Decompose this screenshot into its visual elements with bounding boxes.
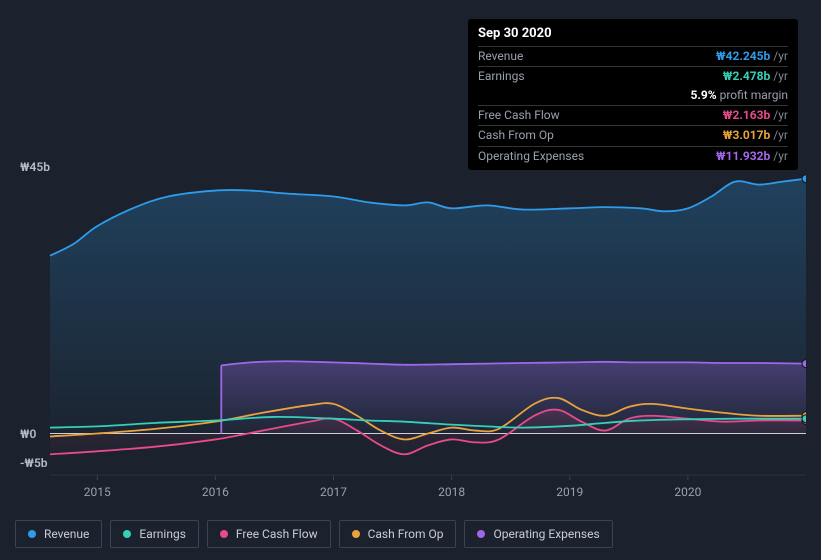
chart-canvas [15,155,806,495]
chart-legend: Revenue Earnings Free Cash Flow Cash From O… [15,520,613,548]
x-axis-label: 2019 [556,485,583,499]
tooltip-row-value: ₩42.245b/yr [716,48,788,65]
legend-label: Cash From Op [368,527,444,541]
x-axis-label: 2015 [84,485,111,499]
x-axis-label: 2016 [202,485,229,499]
tooltip-row-value: ₩3.017b/yr [723,127,788,144]
chart-tooltip: Sep 30 2020 Revenue ₩42.245b/yr Earnings ₩2.… [468,19,798,170]
legend-label: Earnings [139,527,186,541]
tooltip-subline: 5.9% profit margin [478,87,788,105]
legend-label: Free Cash Flow [236,527,318,541]
legend-dot-icon [220,530,228,538]
legend-item[interactable]: Free Cash Flow [207,520,331,548]
legend-item[interactable]: Revenue [15,520,102,548]
tooltip-date: Sep 30 2020 [478,25,788,44]
y-axis-label: ₩0 [20,427,36,441]
y-axis-label: ₩45b [20,160,50,174]
legend-dot-icon [352,530,360,538]
legend-item[interactable]: Operating Expenses [464,520,612,548]
legend-dot-icon [123,530,131,538]
tooltip-row-value: ₩2.163b/yr [723,107,788,124]
financial-chart: ₩45b₩0-₩5b 201520162017201820192020 [15,155,806,495]
tooltip-row: Cash From Op ₩3.017b/yr [478,125,788,145]
tooltip-row-value: ₩2.478b/yr [723,68,788,85]
legend-label: Revenue [44,527,89,541]
tooltip-row-label: Revenue [478,48,523,65]
tooltip-row: Earnings ₩2.478b/yr [478,66,788,86]
legend-dot-icon [28,530,36,538]
tooltip-row-label: Cash From Op [478,127,554,144]
tooltip-row-label: Free Cash Flow [478,107,560,124]
x-axis-label: 2020 [674,485,701,499]
tooltip-row: Revenue ₩42.245b/yr [478,46,788,66]
legend-item[interactable]: Earnings [110,520,199,548]
tooltip-row-label: Earnings [478,68,525,85]
tooltip-row: Free Cash Flow ₩2.163b/yr [478,105,788,125]
y-axis-label: -₩5b [20,456,48,470]
x-axis-label: 2018 [438,485,465,499]
legend-item[interactable]: Cash From Op [339,520,457,548]
x-axis-label: 2017 [320,485,347,499]
legend-dot-icon [477,530,485,538]
legend-label: Operating Expenses [493,527,599,541]
